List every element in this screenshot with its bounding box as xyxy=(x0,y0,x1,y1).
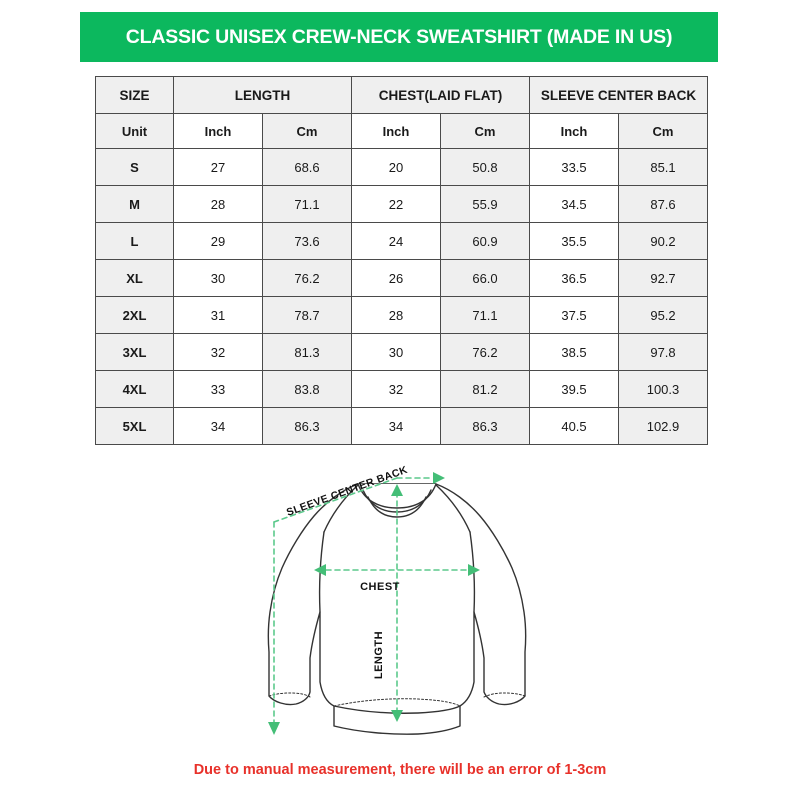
cell-sleeve-cm: 97.8 xyxy=(618,333,708,371)
table-row: S 27 68.6 20 50.8 33.5 85.1 xyxy=(95,148,708,186)
cell-chest-in: 34 xyxy=(351,407,441,445)
cell-sleeve-cm: 87.6 xyxy=(618,185,708,223)
cell-sleeve-in: 39.5 xyxy=(529,370,619,408)
unit-header-length-inch: Inch xyxy=(173,113,263,149)
unit-header-sleeve-inch: Inch xyxy=(529,113,619,149)
cell-chest-in: 22 xyxy=(351,185,441,223)
unit-header-length-cm: Cm xyxy=(262,113,352,149)
cell-sleeve-cm: 102.9 xyxy=(618,407,708,445)
cell-chest-cm: 76.2 xyxy=(440,333,530,371)
cell-size: S xyxy=(95,148,174,186)
cell-size: XL xyxy=(95,259,174,297)
cell-chest-cm: 50.8 xyxy=(440,148,530,186)
cell-sleeve-in: 36.5 xyxy=(529,259,619,297)
label-length: LENGTH xyxy=(373,631,385,679)
cell-chest-cm: 81.2 xyxy=(440,370,530,408)
cell-length-in: 30 xyxy=(173,259,263,297)
sleeve-guide-diagonal xyxy=(273,477,398,523)
cell-length-in: 28 xyxy=(173,185,263,223)
cell-length-cm: 76.2 xyxy=(262,259,352,297)
cell-size: 5XL xyxy=(95,407,174,445)
unit-header-chest-cm: Cm xyxy=(440,113,530,149)
cell-length-cm: 81.3 xyxy=(262,333,352,371)
unit-header-sleeve-cm: Cm xyxy=(618,113,708,149)
cell-chest-cm: 55.9 xyxy=(440,185,530,223)
cell-length-in: 34 xyxy=(173,407,263,445)
label-chest: CHEST xyxy=(360,581,400,593)
cell-length-in: 31 xyxy=(173,296,263,334)
cell-sleeve-in: 35.5 xyxy=(529,222,619,260)
cell-length-cm: 83.8 xyxy=(262,370,352,408)
cell-chest-in: 24 xyxy=(351,222,441,260)
cell-sleeve-in: 34.5 xyxy=(529,185,619,223)
table-row: M 28 71.1 22 55.9 34.5 87.6 xyxy=(95,185,708,223)
cell-sleeve-cm: 92.7 xyxy=(618,259,708,297)
cell-length-cm: 78.7 xyxy=(262,296,352,334)
cell-chest-cm: 60.9 xyxy=(440,222,530,260)
cell-size: L xyxy=(95,222,174,260)
cell-sleeve-in: 33.5 xyxy=(529,148,619,186)
cell-size: 2XL xyxy=(95,296,174,334)
size-table-container: SIZE LENGTH CHEST(LAID FLAT) SLEEVE CENT… xyxy=(95,76,708,445)
cell-chest-cm: 66.0 xyxy=(440,259,530,297)
cell-length-cm: 73.6 xyxy=(262,222,352,260)
cell-length-in: 33 xyxy=(173,370,263,408)
cell-size: 3XL xyxy=(95,333,174,371)
cell-size: M xyxy=(95,185,174,223)
group-header-size: SIZE xyxy=(95,76,174,114)
group-header-length: LENGTH xyxy=(173,76,352,114)
cell-chest-in: 28 xyxy=(351,296,441,334)
measurement-disclaimer: Due to manual measurement, there will be… xyxy=(193,762,607,778)
cell-length-cm: 86.3 xyxy=(262,407,352,445)
cell-sleeve-in: 40.5 xyxy=(529,407,619,445)
cell-chest-in: 32 xyxy=(351,370,441,408)
cell-sleeve-cm: 95.2 xyxy=(618,296,708,334)
cell-sleeve-cm: 100.3 xyxy=(618,370,708,408)
cell-chest-in: 26 xyxy=(351,259,441,297)
cell-sleeve-cm: 90.2 xyxy=(618,222,708,260)
unit-header-unit: Unit xyxy=(95,113,174,149)
cell-chest-cm: 71.1 xyxy=(440,296,530,334)
table-row: 5XL 34 86.3 34 86.3 40.5 102.9 xyxy=(95,407,708,445)
table-row: 4XL 33 83.8 32 81.2 39.5 100.3 xyxy=(95,370,708,408)
cell-chest-in: 30 xyxy=(351,333,441,371)
table-row: L 29 73.6 24 60.9 35.5 90.2 xyxy=(95,222,708,260)
cell-length-cm: 68.6 xyxy=(262,148,352,186)
cell-length-in: 29 xyxy=(173,222,263,260)
table-row: 3XL 32 81.3 30 76.2 38.5 97.8 xyxy=(95,333,708,371)
group-header-chest: CHEST(LAID FLAT) xyxy=(351,76,530,114)
cell-sleeve-in: 37.5 xyxy=(529,296,619,334)
cell-sleeve-cm: 85.1 xyxy=(618,148,708,186)
cell-length-cm: 71.1 xyxy=(262,185,352,223)
guide-arrowheads xyxy=(268,472,480,735)
cell-chest-in: 20 xyxy=(351,148,441,186)
table-row: 2XL 31 78.7 28 71.1 37.5 95.2 xyxy=(95,296,708,334)
cell-chest-cm: 86.3 xyxy=(440,407,530,445)
table-row: XL 30 76.2 26 66.0 36.5 92.7 xyxy=(95,259,708,297)
cell-sleeve-in: 38.5 xyxy=(529,333,619,371)
sweatshirt-diagram: SLEEVE CENTER BACK CHEST LENGTH xyxy=(230,450,550,750)
group-header-sleeve: SLEEVE CENTER BACK xyxy=(529,76,708,114)
title-banner: CLASSIC UNISEX CREW-NECK SWEATSHIRT (MAD… xyxy=(80,12,718,62)
table-group-header-row: SIZE LENGTH CHEST(LAID FLAT) SLEEVE CENT… xyxy=(95,76,708,114)
unit-header-chest-inch: Inch xyxy=(351,113,441,149)
cell-length-in: 32 xyxy=(173,333,263,371)
cell-length-in: 27 xyxy=(173,148,263,186)
table-unit-header-row: Unit Inch Cm Inch Cm Inch Cm xyxy=(95,113,708,149)
cell-size: 4XL xyxy=(95,370,174,408)
page-title: CLASSIC UNISEX CREW-NECK SWEATSHIRT (MAD… xyxy=(125,25,673,48)
size-table: SIZE LENGTH CHEST(LAID FLAT) SLEEVE CENT… xyxy=(95,76,708,445)
